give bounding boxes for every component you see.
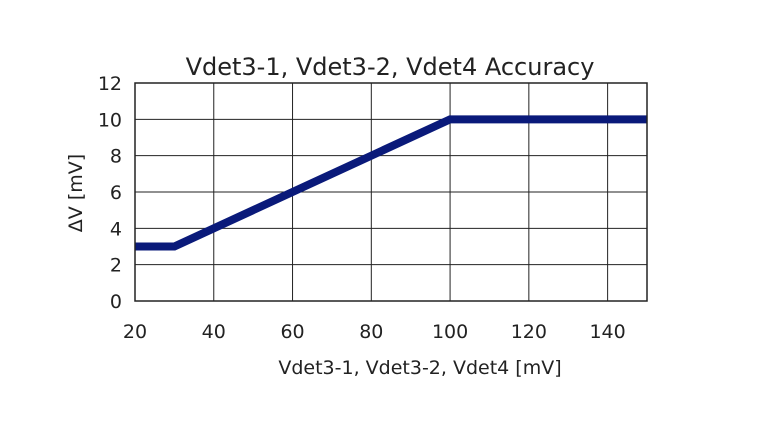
x-tick-label: 80 (359, 321, 383, 343)
x-tick-label: 100 (432, 321, 468, 343)
x-tick-label: 20 (123, 321, 147, 343)
y-tick-label: 0 (110, 291, 122, 313)
x-tick-label: 40 (202, 321, 226, 343)
plot-frame (134, 82, 648, 302)
y-tick-labels: 0 2 4 6 8 10 12 (98, 73, 122, 313)
y-tick-label: 6 (110, 182, 122, 204)
x-axis-label: Vdet3-1, Vdet3-2, Vdet4 [mV] (278, 357, 561, 379)
x-tick-label: 120 (511, 321, 547, 343)
y-axis-label: ΔV [mV] (65, 154, 87, 232)
y-tick-label: 10 (98, 109, 122, 131)
series-layer (135, 115, 647, 251)
y-tick-label: 2 (110, 255, 122, 277)
x-tick-label: 140 (589, 321, 625, 343)
y-tick-label: 4 (110, 218, 122, 240)
series-line (135, 115, 647, 251)
chart-title: Vdet3-1, Vdet3-2, Vdet4 Accuracy (186, 53, 595, 81)
x-tick-labels: 20 40 60 80 100 120 140 (123, 321, 626, 343)
x-tick-label: 60 (280, 321, 304, 343)
y-tick-label: 12 (98, 73, 122, 95)
y-tick-label: 8 (110, 146, 122, 168)
